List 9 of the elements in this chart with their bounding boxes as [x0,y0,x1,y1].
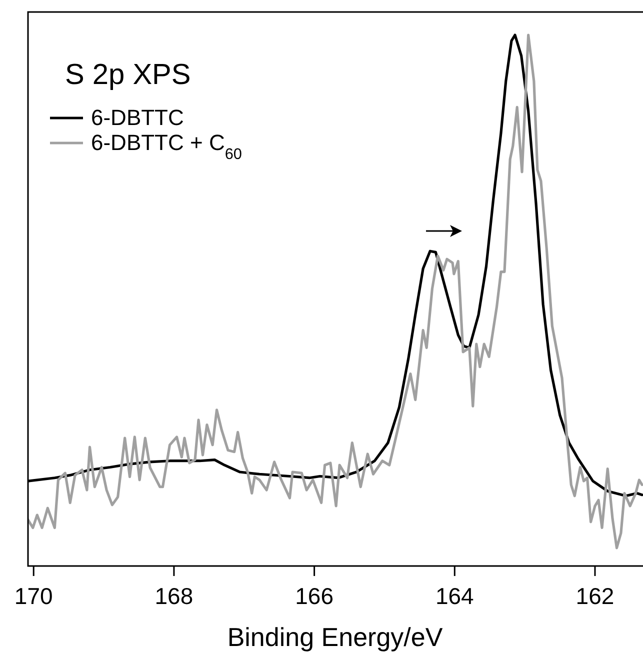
legend-label: 6-DBTTC + C$_{60}$ [91,130,242,162]
x-tick-label: 168 [154,583,194,609]
legend-label: 6-DBTTC [91,105,184,130]
x-tick-label: 164 [435,583,474,609]
text: S 2p XPS [65,59,191,91]
x-tick-label: 166 [295,583,334,609]
x-tick-label: 162 [576,583,614,609]
x-tick-label: 170 [14,583,53,609]
x-axis-title: Binding Energy/eV [227,622,444,652]
